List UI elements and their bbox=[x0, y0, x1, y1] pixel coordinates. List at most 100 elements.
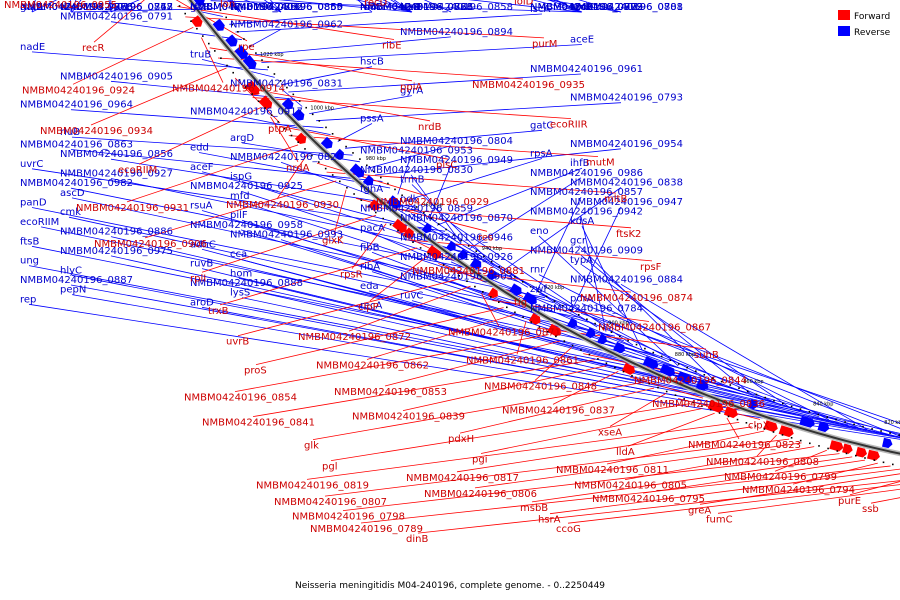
ruler-dot-outer bbox=[442, 264, 445, 266]
ruler-dot-inner bbox=[331, 133, 334, 135]
ruler-dot-inner bbox=[318, 120, 321, 122]
forward-gene-leader bbox=[480, 408, 703, 454]
forward-gene-leader bbox=[726, 417, 740, 440]
forward-gene-leader bbox=[459, 387, 655, 434]
ruler-dot-outer bbox=[718, 412, 721, 414]
forward-gene-leader bbox=[324, 438, 790, 497]
ruler-dot-outer bbox=[855, 454, 857, 457]
forward-gene-label: ppiA bbox=[400, 82, 422, 93]
ruler-dot-outer bbox=[588, 353, 591, 356]
forward-gene-label: ftsK2 bbox=[616, 229, 641, 240]
ruler-dot-outer bbox=[522, 316, 524, 318]
forward-gene-leader bbox=[627, 412, 715, 447]
reverse-gene-label: NMBM04240196_0792 bbox=[530, 2, 643, 13]
reverse-gene-leader bbox=[278, 0, 413, 13]
reverse-gene-leader bbox=[31, 245, 725, 386]
forward-gene-leader bbox=[144, 180, 337, 239]
reverse-gene-leader bbox=[71, 294, 900, 439]
forward-gene-label: glk bbox=[304, 441, 319, 452]
ruler-dot-outer bbox=[882, 461, 885, 464]
ruler-dot-inner bbox=[243, 38, 245, 40]
reverse-gene-leader bbox=[240, 287, 887, 435]
forward-gene-arrow bbox=[707, 400, 724, 413]
reverse-gene-leader bbox=[580, 254, 753, 396]
kbp-tick-label: 840 kbp bbox=[813, 402, 833, 408]
reverse-gene-arrow bbox=[509, 283, 522, 296]
reverse-gene-leader bbox=[227, 0, 242, 13]
ruler-dot-inner bbox=[408, 200, 411, 202]
ruler-dot-inner bbox=[660, 355, 663, 358]
reverse-gene-label: NMBM04240196_0942 bbox=[530, 207, 643, 218]
reverse-gene-label: NMBM04240196_0804 bbox=[400, 136, 513, 147]
reverse-gene-arrow bbox=[457, 249, 468, 260]
reverse-gene-arrow bbox=[748, 399, 758, 410]
forward-gene-label: suhB bbox=[694, 350, 719, 361]
ruler-dot-inner bbox=[286, 86, 288, 89]
forward-gene-label: NMBM04240196_0935 bbox=[472, 80, 585, 91]
reverse-gene-label: NMBM04240196_0962 bbox=[230, 19, 343, 30]
ruler-dot-inner bbox=[862, 425, 864, 428]
ruler-dot-outer bbox=[727, 415, 730, 418]
forward-gene-arrow bbox=[294, 132, 307, 144]
forward-gene-label: nrdB bbox=[418, 122, 442, 133]
ruler-dot-outer bbox=[745, 422, 748, 424]
reverse-gene-arrow bbox=[799, 415, 815, 428]
reverse-gene-label: rbfA bbox=[360, 2, 381, 13]
reverse-gene-leader bbox=[110, 0, 140, 13]
forward-gene-leader bbox=[351, 223, 387, 269]
reverse-gene-label: ihfB bbox=[570, 158, 590, 169]
strand-legend: Forward Reverse bbox=[838, 10, 891, 38]
reverse-gene-label: iscU bbox=[400, 2, 421, 13]
reverse-gene-label: NMBM04240196_0982 bbox=[20, 178, 133, 189]
forward-gene-label: NMBM04240196_0799 bbox=[724, 472, 837, 483]
reverse-gene-label: hlyC bbox=[60, 265, 82, 276]
reverse-gene-label: NMBM04240196_0858 bbox=[400, 2, 513, 13]
forward-gene-leader bbox=[774, 449, 827, 472]
ruler-dot-outer bbox=[790, 437, 793, 439]
reverse-gene-label: trxA bbox=[400, 2, 421, 13]
ruler-dot-outer bbox=[892, 463, 894, 466]
reverse-gene-label: NMBM04240196_0946 bbox=[400, 233, 513, 244]
ruler-dot-outer bbox=[214, 50, 216, 52]
ruler-dot-inner bbox=[415, 206, 418, 208]
reverse-gene-label: porA bbox=[570, 294, 594, 305]
ruler-dot-outer bbox=[270, 114, 273, 116]
reverse-gene-arrow bbox=[386, 195, 401, 209]
forward-gene-label: rpe bbox=[238, 42, 255, 53]
reverse-gene-label: pacA bbox=[360, 223, 385, 234]
reverse-gene-leader bbox=[238, 277, 849, 426]
label-leader-lines bbox=[28, 0, 900, 534]
ruler-dot-inner bbox=[273, 73, 276, 75]
reverse-gene-label: NMBM04240196_0766 bbox=[20, 2, 133, 13]
forward-gene-label: pgi bbox=[472, 455, 487, 466]
reverse-gene-label: argD bbox=[230, 133, 254, 144]
ruler-dot-inner bbox=[578, 314, 580, 316]
ruler-dot-inner bbox=[490, 260, 493, 263]
forward-gene-leader bbox=[252, 97, 572, 119]
reverse-gene-label: NMBM04240196_0972 bbox=[530, 2, 643, 13]
ruler-dot-inner bbox=[782, 402, 784, 405]
ruler-dot-outer bbox=[614, 366, 616, 369]
ruler-dot-inner bbox=[394, 188, 396, 191]
ruler-dot-outer bbox=[284, 127, 286, 130]
reverse-gene-label: NMBM04240196_0905 bbox=[60, 71, 173, 82]
ruler-dot-outer bbox=[482, 291, 484, 293]
kbp-tick-label: 1040 kbp bbox=[213, 0, 237, 2]
ruler-dot-outer bbox=[474, 285, 476, 288]
ruler-dot-inner bbox=[298, 100, 301, 102]
reverse-gene-label: NMBM04240196_0968 bbox=[20, 2, 133, 13]
reverse-gene-label: NMBM04240196_0784 bbox=[530, 303, 643, 314]
forward-gene-leader bbox=[624, 446, 815, 480]
reverse-gene-label: iscS bbox=[400, 2, 420, 13]
ruler-dot-outer bbox=[397, 229, 399, 232]
forward-gene-label: NMBM04240196_0805 bbox=[574, 481, 687, 492]
reverse-gene-leader bbox=[235, 13, 543, 33]
kbp-tick-label: 980 kbp bbox=[366, 156, 386, 162]
forward-gene-leader bbox=[255, 307, 504, 365]
forward-gene-leader bbox=[252, 359, 595, 417]
ruler-dot-inner bbox=[686, 366, 688, 369]
reverse-gene-leader bbox=[405, 158, 543, 202]
reverse-gene-label: NMBM04240196_0781 bbox=[360, 2, 473, 13]
reverse-gene-label: fibB bbox=[360, 242, 380, 253]
reverse-gene-label: NMBM04240196_0949 bbox=[400, 155, 513, 166]
